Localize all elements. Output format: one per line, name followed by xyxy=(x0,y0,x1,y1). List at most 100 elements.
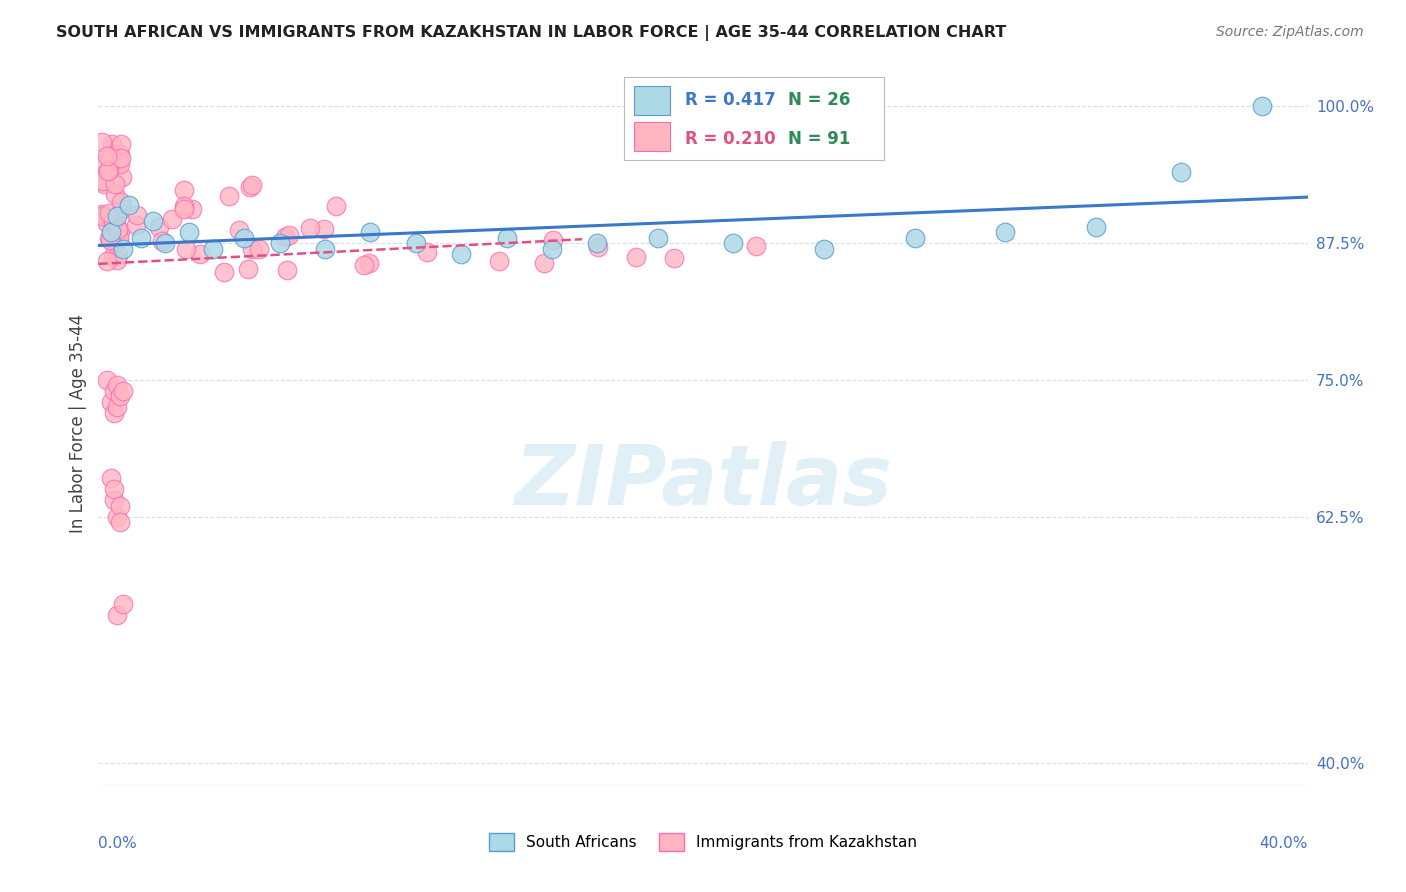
Point xyxy=(100,136,122,151)
Point xyxy=(100,394,122,409)
Y-axis label: In Labor Force | Age 35-44: In Labor Force | Age 35-44 xyxy=(69,314,87,533)
Point xyxy=(813,242,835,256)
Point xyxy=(97,231,120,245)
Point xyxy=(105,401,128,415)
FancyBboxPatch shape xyxy=(634,122,671,152)
Point xyxy=(274,230,297,244)
Point xyxy=(312,222,335,236)
Point xyxy=(107,232,129,246)
Point xyxy=(108,499,131,513)
Point xyxy=(238,180,260,194)
Point xyxy=(91,174,114,188)
Point xyxy=(100,471,122,485)
Point xyxy=(173,199,195,213)
Point xyxy=(405,235,427,250)
Point xyxy=(150,234,173,248)
Point xyxy=(276,263,298,277)
Point xyxy=(541,234,564,248)
Point xyxy=(110,151,132,165)
Point xyxy=(108,515,131,529)
Point xyxy=(105,608,128,623)
Point xyxy=(93,177,115,191)
Point xyxy=(105,509,128,524)
Point xyxy=(103,493,125,508)
Point xyxy=(100,225,122,239)
Point xyxy=(488,254,510,268)
Point xyxy=(96,254,118,268)
Point xyxy=(218,189,240,203)
Point xyxy=(1251,99,1274,113)
Point xyxy=(744,239,766,253)
Point xyxy=(110,195,132,210)
Point xyxy=(107,248,129,262)
Point xyxy=(97,163,120,178)
Point xyxy=(96,149,118,163)
Point xyxy=(269,235,291,250)
Legend: South Africans, Immigrants from Kazakhstan: South Africans, Immigrants from Kazakhst… xyxy=(482,827,924,857)
Point xyxy=(105,378,128,392)
Point xyxy=(664,251,686,265)
Text: R = 0.210: R = 0.210 xyxy=(685,130,776,148)
Point xyxy=(93,156,115,170)
Point xyxy=(228,223,250,237)
Point xyxy=(98,233,121,247)
Point xyxy=(107,222,129,236)
Point xyxy=(125,218,148,232)
Text: R = 0.417: R = 0.417 xyxy=(685,91,776,109)
Point xyxy=(110,224,132,238)
Point xyxy=(90,135,112,149)
Point xyxy=(212,265,235,279)
Point xyxy=(104,178,127,192)
Point xyxy=(325,199,347,213)
Text: Source: ZipAtlas.com: Source: ZipAtlas.com xyxy=(1216,25,1364,39)
Point xyxy=(188,247,211,261)
Point xyxy=(90,207,112,221)
Point xyxy=(105,209,128,223)
Point xyxy=(450,247,472,261)
Point xyxy=(108,147,131,161)
Point xyxy=(173,183,195,197)
Point xyxy=(994,225,1017,239)
Text: SOUTH AFRICAN VS IMMIGRANTS FROM KAZAKHSTAN IN LABOR FORCE | AGE 35-44 CORRELATI: SOUTH AFRICAN VS IMMIGRANTS FROM KAZAKHS… xyxy=(56,25,1007,41)
Point xyxy=(533,256,555,270)
Point xyxy=(588,240,610,254)
Point xyxy=(647,230,669,244)
Point xyxy=(540,242,562,256)
Point xyxy=(173,202,195,216)
Point xyxy=(118,198,141,212)
Point xyxy=(232,230,254,244)
Point xyxy=(100,233,122,247)
Point xyxy=(111,384,134,398)
Text: ZIPatlas: ZIPatlas xyxy=(515,441,891,522)
Point xyxy=(96,165,118,179)
Text: 0.0%: 0.0% xyxy=(98,836,138,851)
Point xyxy=(181,202,204,216)
Point xyxy=(278,228,301,243)
Point xyxy=(108,389,131,403)
Point xyxy=(101,248,124,262)
Point xyxy=(111,169,134,184)
Point xyxy=(353,258,375,272)
Point xyxy=(129,230,152,244)
Point xyxy=(357,256,380,270)
Text: N = 91: N = 91 xyxy=(787,130,851,148)
Point xyxy=(153,235,176,250)
Point xyxy=(111,242,134,256)
Point xyxy=(91,174,114,188)
Point xyxy=(174,242,197,256)
FancyBboxPatch shape xyxy=(624,77,884,160)
Text: 40.0%: 40.0% xyxy=(1260,836,1308,851)
Point xyxy=(148,219,170,234)
Point xyxy=(626,250,648,264)
FancyBboxPatch shape xyxy=(634,87,671,115)
Point xyxy=(247,242,270,256)
Point xyxy=(240,178,263,192)
Point xyxy=(202,242,225,256)
Point xyxy=(142,214,165,228)
Point xyxy=(108,156,131,170)
Point xyxy=(110,137,132,152)
Point xyxy=(96,373,118,387)
Point xyxy=(107,223,129,237)
Point xyxy=(416,244,439,259)
Point xyxy=(111,597,134,611)
